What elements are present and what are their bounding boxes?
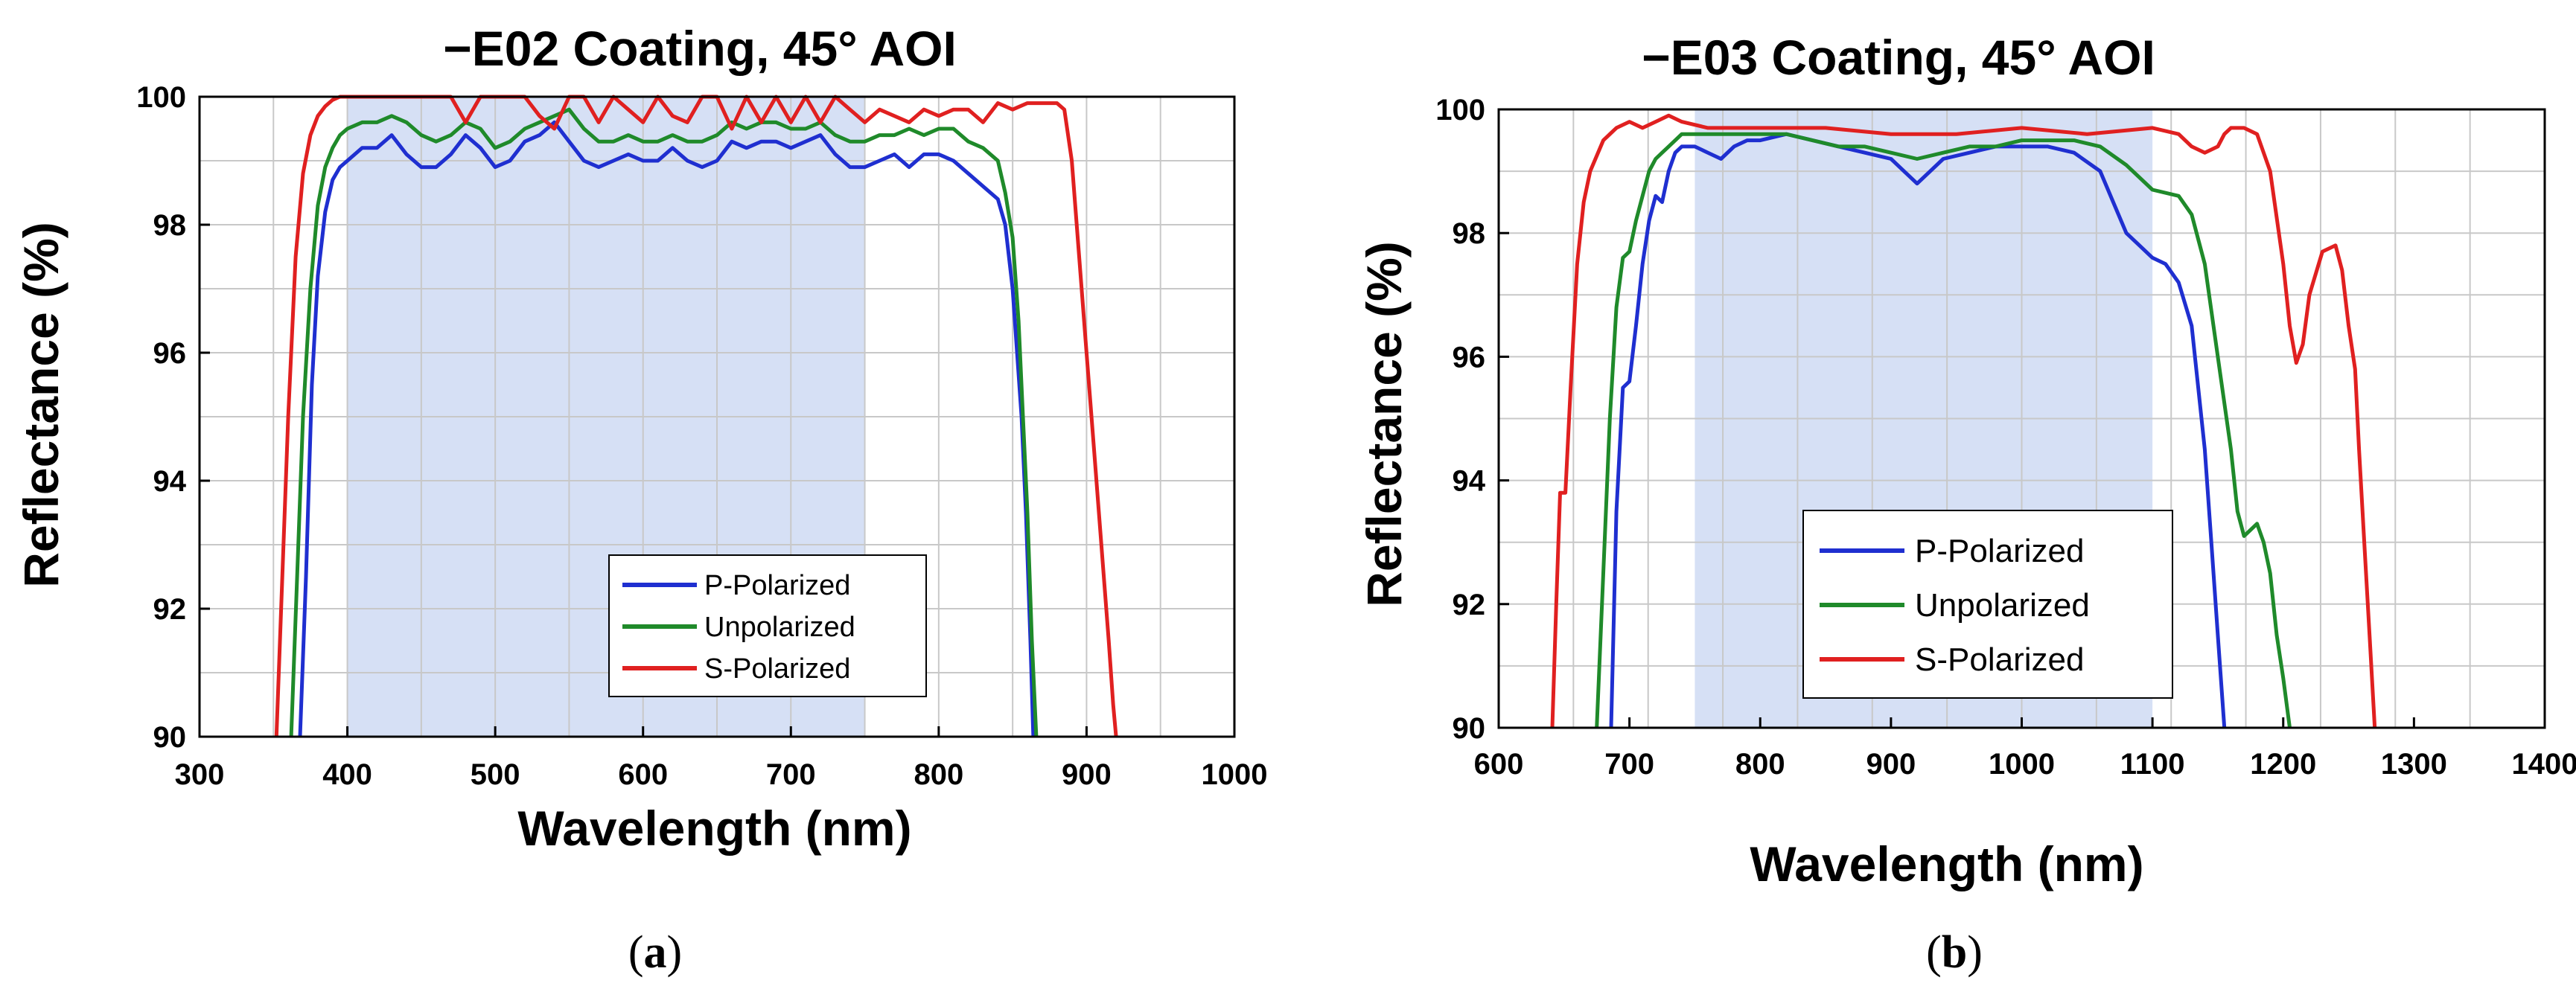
- plot-area: 300 400 500 600 700 800 900 1000 90 92 94 96 98 100: [136, 81, 1267, 791]
- x-tick-label: 1400: [2512, 748, 2576, 781]
- legend-entry: S-Polarized: [1915, 641, 2084, 678]
- chart-panel-b: −E03 Coating, 45° AOI Reflectance (%) Wa…: [1356, 30, 2576, 978]
- svg-text:(b): (b): [1926, 927, 1983, 978]
- y-tick-label: 92: [1453, 589, 1486, 621]
- legend-entry: S-Polarized: [704, 653, 850, 685]
- y-axis-label: Reflectance (%): [13, 222, 68, 588]
- x-tick-label: 1000: [1202, 758, 1268, 791]
- y-tick-label: 94: [1453, 465, 1486, 498]
- x-tick-label: 500: [471, 758, 520, 791]
- y-tick-label: 92: [153, 593, 187, 626]
- legend-entry: Unpolarized: [1915, 587, 2090, 624]
- legend: P-Polarized Unpolarized S-Polarized: [608, 554, 927, 697]
- x-tick-label: 1000: [1989, 748, 2055, 781]
- x-tick-label: 700: [766, 758, 816, 791]
- legend-entry: P-Polarized: [704, 570, 850, 601]
- y-tick-label: 100: [136, 81, 186, 114]
- x-tick-label: 600: [1474, 748, 1524, 781]
- series-line-p-polarized: [1609, 132, 2227, 728]
- y-tick-label: 90: [153, 721, 187, 754]
- series-line-unpolarized: [289, 107, 1039, 737]
- x-tick-label: 800: [914, 758, 963, 791]
- y-tick-label: 94: [153, 465, 187, 498]
- subfigure-paren: ): [667, 927, 683, 978]
- y-tick-label: 96: [1453, 341, 1486, 374]
- x-tick-label: 800: [1735, 748, 1785, 781]
- x-tick-label: 1100: [2120, 748, 2185, 781]
- chart-title: −E02 Coating, 45° AOI: [443, 21, 957, 76]
- subfigure-label: (a): [628, 927, 682, 978]
- x-tick-label: 900: [1062, 758, 1112, 791]
- legend: P-Polarized Unpolarized S-Polarized: [1802, 510, 2173, 699]
- subfigure-paren: ): [1967, 927, 1983, 978]
- subfigure-label: (b): [1926, 927, 1983, 978]
- series-line-unpolarized: [1595, 132, 2292, 728]
- chart-title: −E03 Coating, 45° AOI: [1642, 30, 2155, 85]
- x-tick-label: 1200: [2250, 748, 2316, 781]
- subfigure-letter: b: [1942, 927, 1967, 978]
- x-axis-label: Wavelength (nm): [517, 801, 911, 856]
- x-tick-label: 400: [322, 758, 372, 791]
- series-line-s-polarized: [1550, 113, 2377, 728]
- x-axis-label: Wavelength (nm): [1750, 836, 2143, 891]
- legend-entry: P-Polarized: [1915, 533, 2084, 569]
- subfigure-letter: a: [644, 927, 667, 978]
- y-axis-label: Reflectance (%): [1356, 241, 1412, 607]
- y-tick-label: 98: [153, 209, 187, 242]
- series-line-p-polarized: [298, 120, 1036, 737]
- x-tick-label: 900: [1866, 748, 1916, 781]
- chart-panel-a: −E02 Coating, 45° AOI Reflectance (%) Wa…: [13, 21, 1267, 978]
- svg-text:(a): (a): [628, 927, 682, 978]
- subfigure-paren: (: [628, 927, 644, 978]
- y-tick-label: 90: [1453, 712, 1486, 745]
- x-tick-label: 600: [618, 758, 668, 791]
- y-tick-label: 100: [1435, 94, 1485, 127]
- axes-frame: [198, 95, 1236, 738]
- subfigure-paren: (: [1926, 927, 1942, 978]
- series-group: [1550, 113, 2377, 728]
- y-tick-label: 98: [1453, 217, 1486, 250]
- x-tick-label: 1300: [2381, 748, 2447, 781]
- x-tick-label: 700: [1604, 748, 1654, 781]
- legend-entry: Unpolarized: [704, 612, 855, 643]
- x-tick-label: 300: [175, 758, 225, 791]
- y-tick-label: 96: [153, 337, 187, 370]
